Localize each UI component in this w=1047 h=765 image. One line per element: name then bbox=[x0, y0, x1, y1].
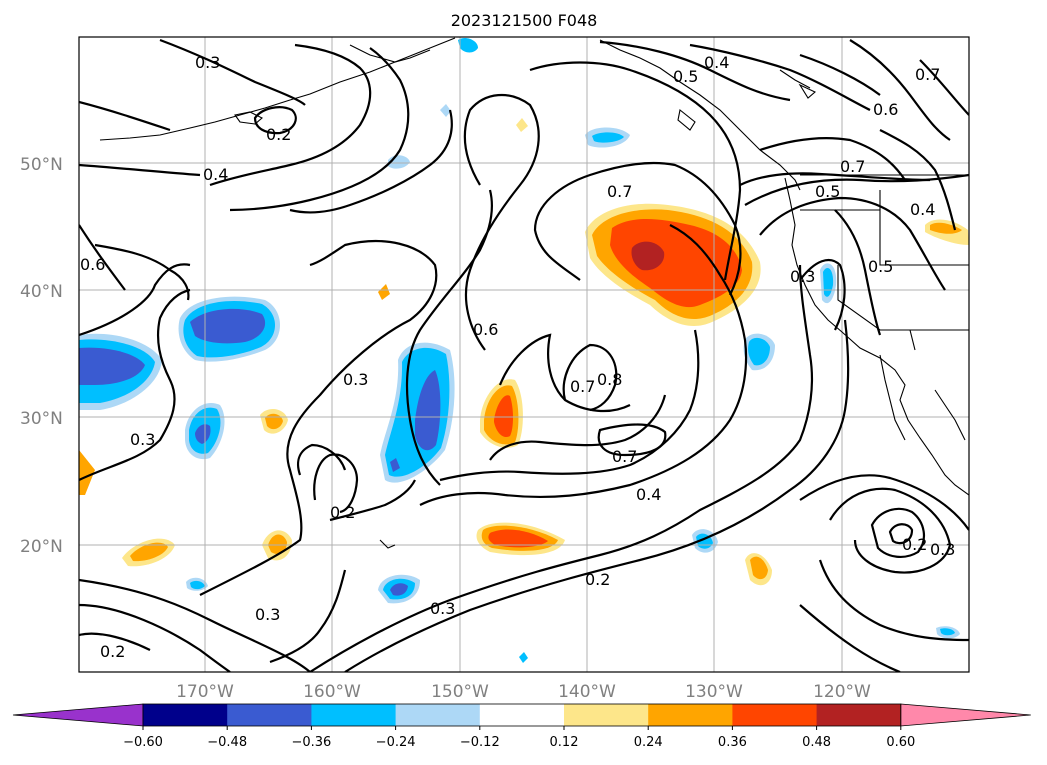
map-frame bbox=[78, 36, 970, 673]
contour-label: 0.3 bbox=[255, 605, 280, 624]
lat-label: 50°N bbox=[20, 155, 63, 175]
contour-label: 0.7 bbox=[612, 447, 637, 466]
contour-label: 0.2 bbox=[100, 642, 125, 661]
colorbar-segment bbox=[816, 704, 902, 726]
colorbar-tick-label: 0.60 bbox=[886, 735, 915, 750]
colorbar-extension-high bbox=[900, 703, 1031, 727]
contour-label: 0.3 bbox=[930, 540, 955, 559]
colorbar-outline bbox=[142, 703, 902, 727]
contour-label: 0.3 bbox=[430, 599, 455, 618]
contour-label: 0.4 bbox=[636, 485, 661, 504]
colorbar-tick-label: −0.60 bbox=[123, 735, 163, 750]
graticule bbox=[79, 37, 969, 672]
lat-label: 20°N bbox=[20, 537, 63, 557]
contour-lines bbox=[79, 38, 969, 672]
contour-label: 0.2 bbox=[902, 535, 927, 554]
colorbar-segment bbox=[311, 704, 397, 726]
longitude-labels: 170°W 160°W 150°W 140°W 130°W 120°W bbox=[176, 682, 871, 702]
latitude-labels: 50°N 40°N 30°N 20°N bbox=[20, 155, 63, 557]
colorbar-segment bbox=[143, 704, 228, 726]
map-title: 2023121500 F048 bbox=[451, 11, 598, 30]
colorbar-segment bbox=[227, 704, 312, 726]
colorbar-tick-label: 0.12 bbox=[550, 735, 579, 750]
colorbar-segment bbox=[648, 704, 733, 726]
contour-label: 0.4 bbox=[203, 165, 228, 184]
contour-label: 0.3 bbox=[343, 370, 368, 389]
contour-label: 0.6 bbox=[473, 320, 498, 339]
contour-label: 0.8 bbox=[597, 370, 622, 389]
contour-label: 0.5 bbox=[815, 182, 840, 201]
lon-label: 140°W bbox=[558, 682, 616, 702]
colorbar-tick-label: −0.36 bbox=[291, 735, 331, 750]
lat-label: 30°N bbox=[20, 409, 63, 429]
contour-label: 0.7 bbox=[840, 157, 865, 176]
colorbar-tick-label: 0.48 bbox=[802, 735, 831, 750]
colorbar-segment bbox=[479, 704, 565, 726]
contour-label: 0.3 bbox=[195, 53, 220, 72]
colorbar-tick-label: −0.24 bbox=[376, 735, 416, 750]
lon-label: 130°W bbox=[685, 682, 743, 702]
contour-label: 0.6 bbox=[873, 100, 898, 119]
colorbar-segment bbox=[395, 704, 481, 726]
contour-label: 0.3 bbox=[130, 430, 155, 449]
lon-label: 120°W bbox=[813, 682, 871, 702]
contour-label: 0.4 bbox=[910, 200, 935, 219]
colorbar-tick-label: −0.48 bbox=[207, 735, 247, 750]
colorbar-tick-label: −0.12 bbox=[460, 735, 500, 750]
contour-label: 0.3 bbox=[790, 267, 815, 286]
map-area: 0.3 0.2 0.4 0.4 0.5 0.6 0.7 0.6 0.7 0.5 … bbox=[79, 37, 969, 672]
coastlines bbox=[99, 37, 969, 549]
contour-label: 0.6 bbox=[80, 255, 105, 274]
colorbar-segment bbox=[732, 704, 818, 726]
lon-label: 150°W bbox=[431, 682, 489, 702]
contour-label: 0.5 bbox=[673, 67, 698, 86]
lat-label: 40°N bbox=[20, 282, 63, 302]
contour-label: 0.4 bbox=[704, 53, 729, 72]
contour-label: 0.7 bbox=[570, 377, 595, 396]
contour-label: 0.2 bbox=[266, 125, 291, 144]
contour-label: 0.2 bbox=[330, 503, 355, 522]
colorbar-tick-label: 0.24 bbox=[634, 735, 663, 750]
contour-label: 0.7 bbox=[915, 65, 940, 84]
colorbar: −0.60 −0.48 −0.36 −0.24 −0.12 0.12 0.24 0.36 0.4… bbox=[12, 703, 1031, 750]
colorbar-tick-label: 0.36 bbox=[718, 735, 747, 750]
shaded-anomalies bbox=[79, 37, 969, 663]
colorbar-segment bbox=[564, 704, 649, 726]
colorbar-extension-low bbox=[12, 703, 144, 727]
lon-label: 160°W bbox=[303, 682, 361, 702]
contour-label: 0.7 bbox=[607, 182, 632, 201]
contour-label-set: 0.3 0.2 0.4 0.4 0.5 0.6 0.7 0.6 0.7 0.5 … bbox=[80, 53, 955, 661]
contour-label: 0.5 bbox=[868, 257, 893, 276]
contour-label: 0.2 bbox=[585, 570, 610, 589]
lon-label: 170°W bbox=[176, 682, 234, 702]
